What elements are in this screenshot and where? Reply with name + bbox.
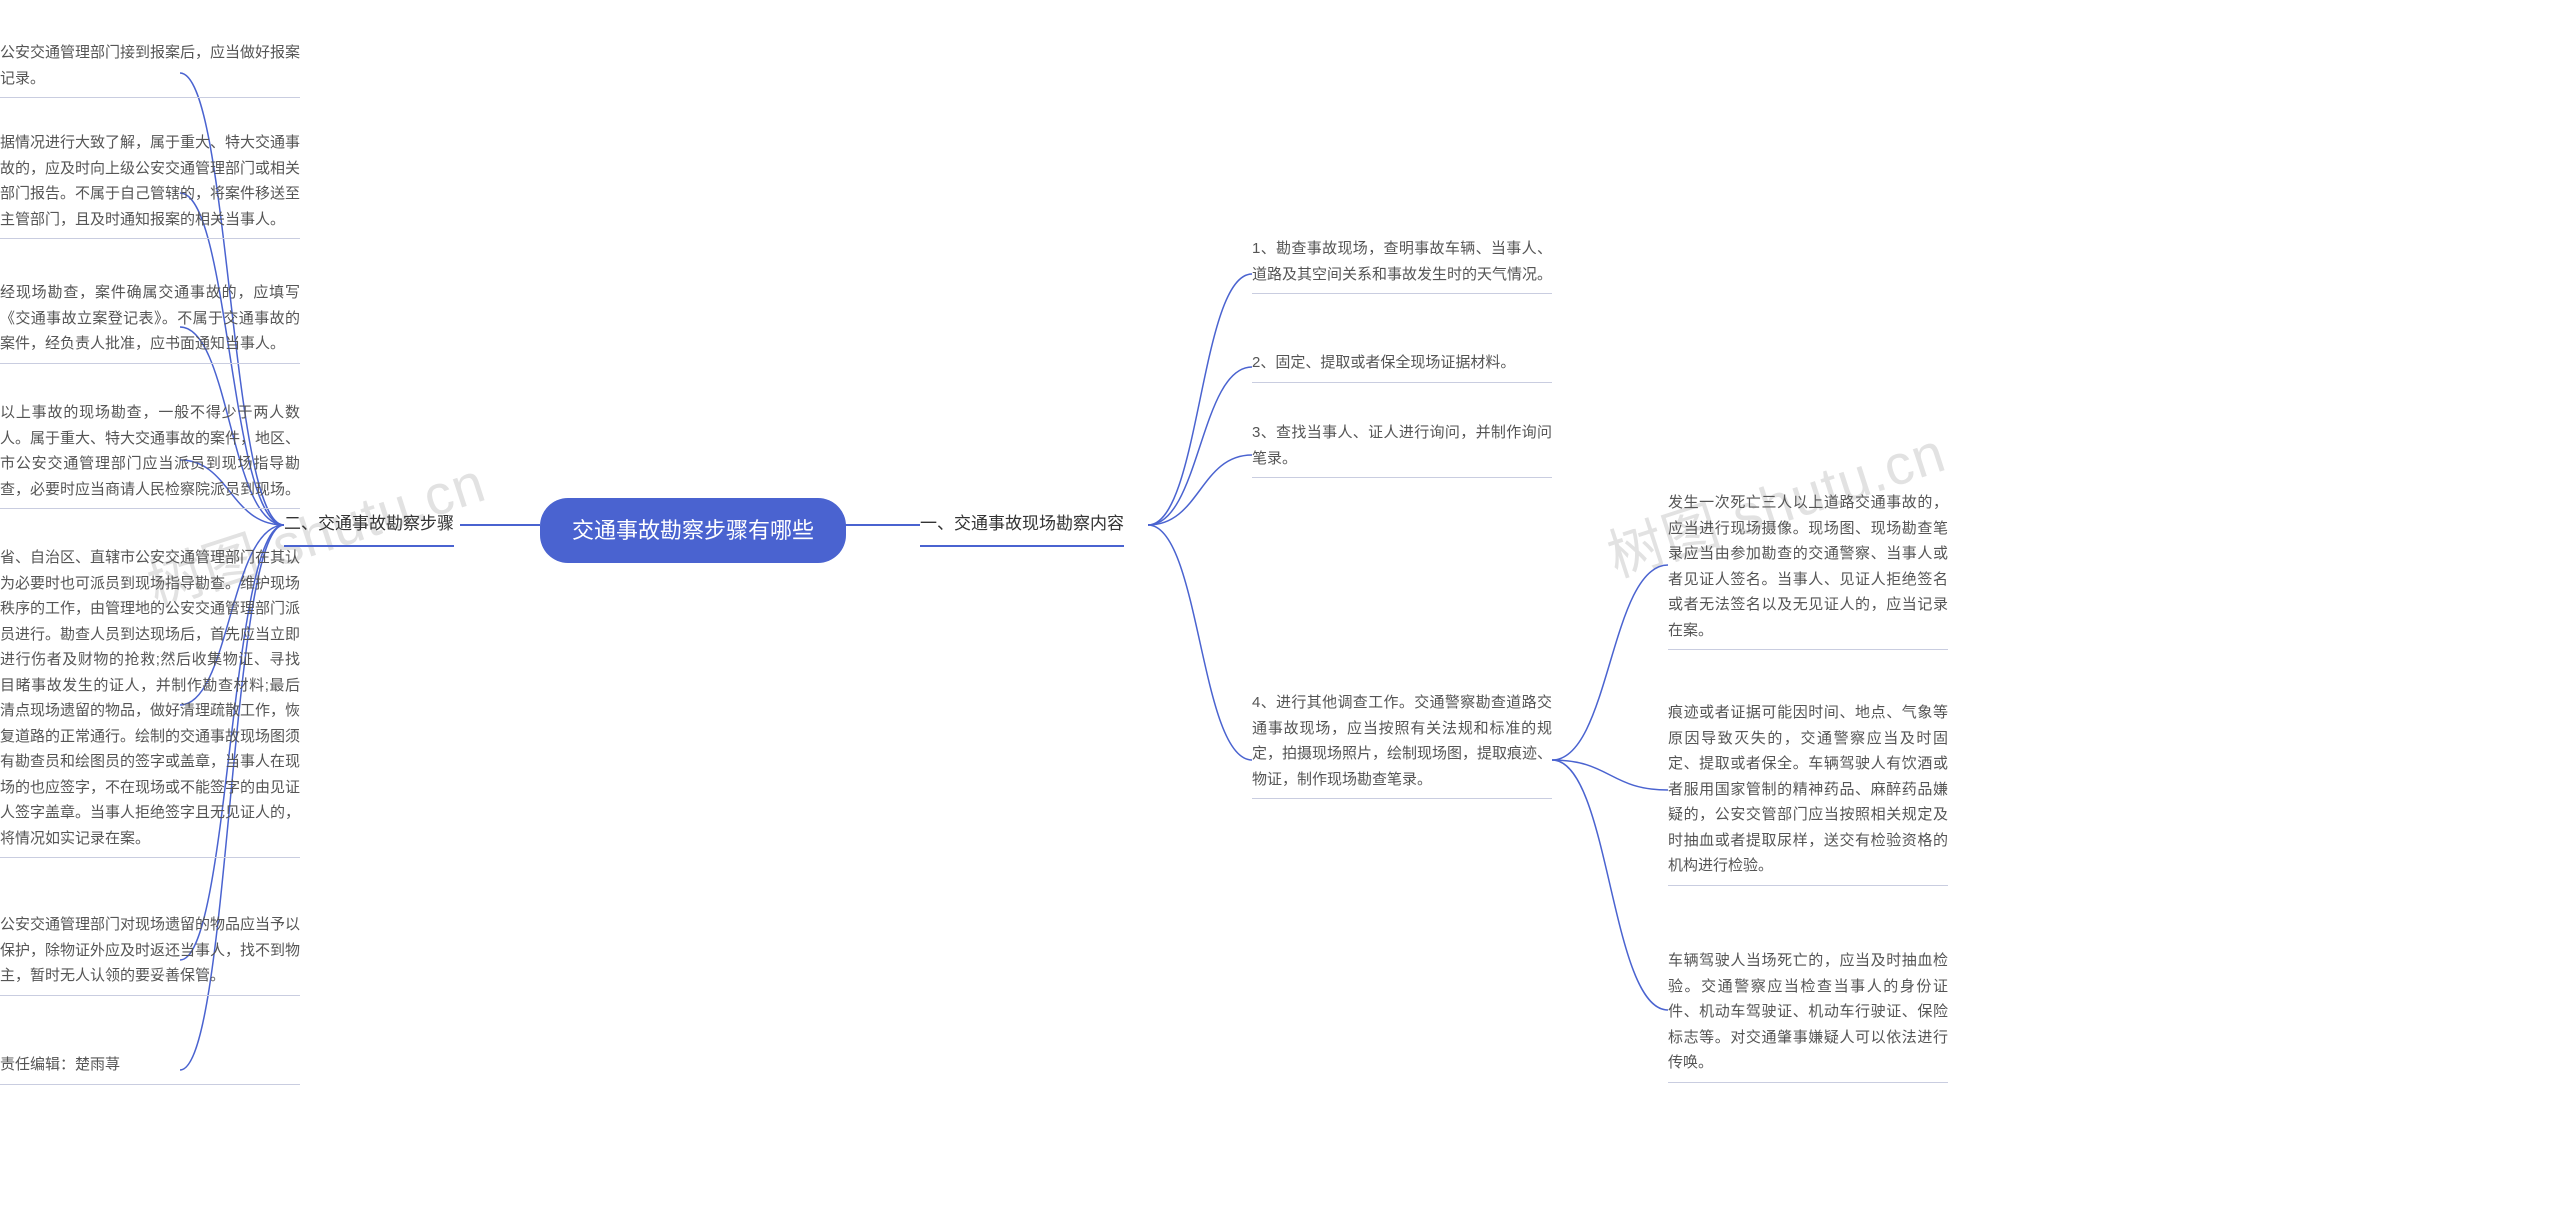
branch-right[interactable]: 一、交通事故现场勘察内容	[920, 510, 1124, 547]
mindmap-root[interactable]: 交通事故勘察步骤有哪些	[540, 498, 846, 563]
right-item-1[interactable]: 1、勘查事故现场，查明事故车辆、当事人、道路及其空间关系和事故发生时的天气情况。	[1252, 236, 1552, 294]
left-item-7[interactable]: 责任编辑：楚雨荨	[0, 1052, 300, 1085]
right-item-4-child-3[interactable]: 车辆驾驶人当场死亡的，应当及时抽血检验。交通警察应当检查当事人的身份证件、机动车…	[1668, 948, 1948, 1083]
left-item-2[interactable]: 据情况进行大致了解，属于重大、特大交通事故的，应及时向上级公安交通管理部门或相关…	[0, 130, 300, 239]
left-item-1[interactable]: 公安交通管理部门接到报案后，应当做好报案记录。	[0, 40, 300, 98]
right-item-2[interactable]: 2、固定、提取或者保全现场证据材料。	[1252, 350, 1552, 383]
mindmap-connectors	[0, 0, 2560, 1219]
left-item-6[interactable]: 公安交通管理部门对现场遗留的物品应当予以保护，除物证外应及时返还当事人，找不到物…	[0, 912, 300, 996]
left-item-5[interactable]: 省、自治区、直辖市公安交通管理部门在其认为必要时也可派员到现场指导勘查。维护现场…	[0, 545, 300, 858]
left-item-3[interactable]: 经现场勘查，案件确属交通事故的，应填写《交通事故立案登记表》。不属于交通事故的案…	[0, 280, 300, 364]
right-item-3[interactable]: 3、查找当事人、证人进行询问，并制作询问笔录。	[1252, 420, 1552, 478]
right-item-4-child-1[interactable]: 发生一次死亡三人以上道路交通事故的，应当进行现场摄像。现场图、现场勘查笔录应当由…	[1668, 490, 1948, 650]
left-item-4[interactable]: 以上事故的现场勘查，一般不得少于两人数人。属于重大、特大交通事故的案件，地区、市…	[0, 400, 300, 509]
right-item-4-child-2[interactable]: 痕迹或者证据可能因时间、地点、气象等原因导致灭失的，交通警察应当及时固定、提取或…	[1668, 700, 1948, 886]
branch-left[interactable]: 二、交通事故勘察步骤	[284, 510, 454, 547]
right-item-4[interactable]: 4、进行其他调查工作。交通警察勘查道路交通事故现场，应当按照有关法规和标准的规定…	[1252, 690, 1552, 799]
